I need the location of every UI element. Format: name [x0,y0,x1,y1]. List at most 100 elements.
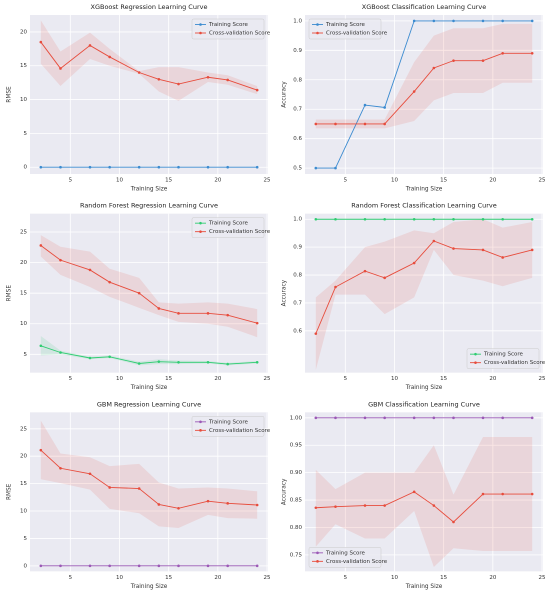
chart-title: GBM Classification Learning Curve [368,400,480,408]
x-tick-label: 25 [264,178,271,184]
point [39,448,43,452]
y-tick-label: 0.8 [293,273,302,279]
y-tick-label: 15 [20,63,27,69]
x-tick-label: 15 [165,376,172,382]
x-tick-label: 20 [489,178,496,184]
y-tick-label: 5 [24,352,28,358]
point [39,244,43,247]
point [383,122,386,126]
plot-background [30,15,268,174]
point [88,472,92,476]
legend-marker [474,352,477,356]
chart-title: XGBoost Classification Learning Curve [362,3,486,11]
x-tick-label: 25 [264,575,271,581]
point [314,166,318,170]
y-tick-label: 1.00 [290,415,303,421]
legend-marker [474,361,477,364]
point [157,503,161,506]
x-tick-label: 5 [69,376,73,382]
legend-marker [199,31,202,35]
legend-marker [199,221,202,225]
point [59,165,62,169]
point [226,502,229,505]
legend-marker [316,23,319,26]
y-tick-label: 0 [24,563,28,569]
point [206,499,210,503]
point [334,505,337,508]
x-tick-label: 5 [344,178,348,184]
point [255,88,259,92]
series-line [315,240,533,334]
point [452,520,455,524]
x-tick-label: 25 [539,575,546,581]
point [314,332,318,335]
point [334,416,337,420]
std-band [40,420,258,529]
x-tick-label: 10 [116,178,123,184]
point [383,416,386,420]
x-tick-label: 10 [391,178,398,184]
point [314,122,318,126]
point [334,217,337,221]
legend-marker [316,31,319,35]
y-tick-label: 25 [20,230,27,236]
x-tick-label: 15 [440,178,447,184]
point [363,217,367,221]
legend-box [308,18,382,40]
x-tick-label: 20 [214,178,221,184]
point [39,165,43,169]
point [206,564,210,568]
std-band [40,235,258,338]
point [255,165,259,169]
point [383,276,386,280]
y-tick-label: 0.7 [293,107,302,113]
point [206,165,210,169]
legend-marker [316,551,319,555]
point [501,51,504,55]
y-axis-label: RMSE [7,483,13,500]
y-tick-label: 5 [24,131,28,137]
point [226,362,229,366]
y-tick-label: 0.5 [293,166,302,172]
y-tick-label: 20 [20,29,27,35]
point [157,165,161,169]
point [59,258,62,262]
legend-marker [199,230,202,233]
legend-box [191,416,265,437]
y-tick-label: 10 [20,97,27,103]
point [206,75,210,79]
x-tick-label: 10 [116,376,123,382]
y-tick-label: 0.9 [293,245,302,251]
legend-marker [199,23,202,26]
x-tick-label: 15 [440,376,447,382]
point [363,122,367,126]
point [88,268,92,272]
point [255,321,259,325]
y-tick-label: 0.75 [290,552,303,558]
point [157,564,161,568]
x-axis-label: Training Size [405,385,443,391]
y-tick-label: 0.6 [293,328,302,334]
std-band [315,23,533,129]
point [314,416,318,420]
y-tick-label: 25 [20,426,27,432]
x-axis-label: Training Size [405,584,443,590]
legend-marker [316,560,319,563]
x-tick-label: 20 [214,376,221,382]
chart-title: XGBoost Regression Learning Curve [91,3,208,11]
x-tick-label: 15 [440,575,447,581]
point [432,19,436,23]
series-line [315,20,533,169]
y-tick-label: 10 [20,321,27,327]
point [363,504,367,507]
series-line [315,491,533,523]
point [383,217,386,221]
x-tick-label: 25 [539,178,546,184]
x-tick-label: 5 [69,178,73,184]
legend-label: Cross-validation Score [326,31,388,37]
point [108,564,111,568]
x-tick-label: 5 [344,376,348,382]
point [137,71,141,74]
point [177,312,180,315]
